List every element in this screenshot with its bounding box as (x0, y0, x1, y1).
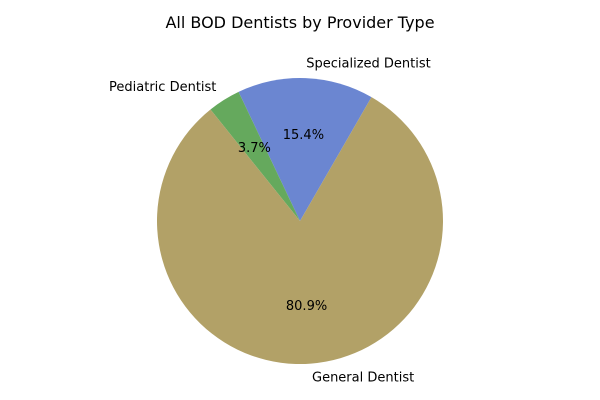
category-label-general-dentist: General Dentist (312, 370, 414, 385)
pie-slice-pediatric-dentist (210, 91, 300, 221)
pie-slice-general-dentist (156, 97, 444, 364)
pie-slice-specialized-dentist (238, 78, 372, 222)
pie-slices (156, 78, 444, 364)
percent-label-general-dentist: 80.9% (286, 299, 327, 314)
category-label-specialized-dentist: Specialized Dentist (306, 56, 430, 71)
percent-label-specialized-dentist: 15.4% (283, 128, 324, 143)
pie-labels: Specialized Dentist 15.4% Pediatric Dentis… (109, 56, 431, 385)
chart-title: All BOD Dentists by Provider Type (165, 13, 434, 32)
category-label-pediatric-dentist: Pediatric Dentist (109, 80, 216, 95)
percent-label-pediatric-dentist: 3.7% (238, 141, 271, 156)
